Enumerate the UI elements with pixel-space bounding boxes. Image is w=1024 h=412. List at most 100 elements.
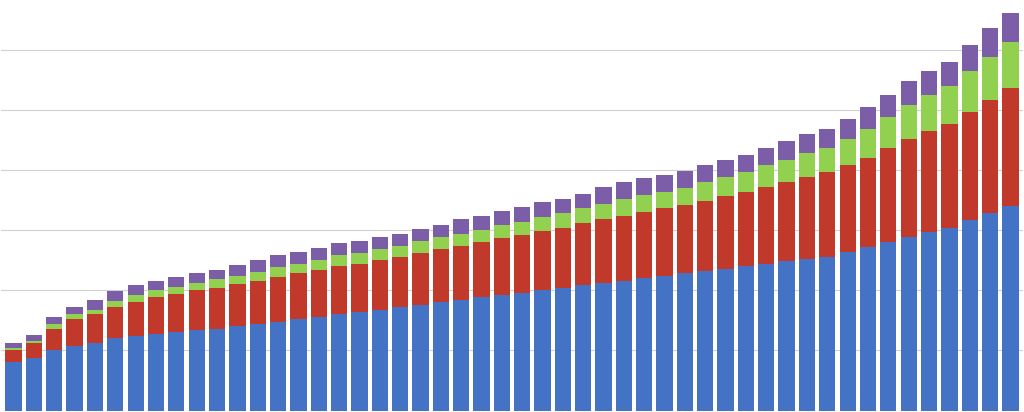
Bar: [1002, 206, 1019, 411]
Bar: [108, 301, 124, 307]
Bar: [46, 329, 62, 351]
Bar: [26, 358, 42, 411]
Bar: [656, 192, 673, 208]
Bar: [941, 124, 957, 228]
Bar: [413, 241, 429, 253]
Bar: [677, 274, 693, 411]
Bar: [147, 297, 164, 334]
Bar: [351, 241, 368, 253]
Bar: [656, 276, 673, 411]
Bar: [860, 107, 877, 129]
Bar: [87, 314, 103, 343]
Bar: [738, 155, 754, 172]
Bar: [677, 188, 693, 205]
Bar: [372, 309, 388, 411]
Bar: [67, 314, 83, 319]
Bar: [738, 192, 754, 266]
Bar: [595, 283, 611, 411]
Bar: [535, 290, 551, 411]
Bar: [555, 288, 571, 411]
Bar: [87, 309, 103, 314]
Bar: [188, 290, 205, 330]
Bar: [453, 234, 469, 246]
Bar: [575, 208, 591, 223]
Bar: [229, 326, 246, 411]
Bar: [433, 302, 449, 411]
Bar: [656, 208, 673, 276]
Bar: [413, 305, 429, 411]
Bar: [758, 264, 774, 411]
Bar: [819, 172, 836, 257]
Bar: [900, 237, 916, 411]
Bar: [168, 287, 184, 294]
Bar: [535, 202, 551, 217]
Bar: [514, 222, 530, 235]
Bar: [595, 204, 611, 219]
Bar: [636, 195, 652, 212]
Bar: [331, 243, 347, 255]
Bar: [26, 335, 42, 341]
Bar: [555, 228, 571, 288]
Bar: [819, 257, 836, 411]
Bar: [514, 235, 530, 293]
Bar: [433, 225, 449, 237]
Bar: [758, 148, 774, 165]
Bar: [656, 175, 673, 192]
Bar: [494, 239, 510, 295]
Bar: [575, 194, 591, 208]
Bar: [270, 255, 286, 267]
Bar: [982, 28, 998, 57]
Bar: [413, 229, 429, 241]
Bar: [290, 319, 306, 411]
Bar: [310, 317, 327, 411]
Bar: [535, 231, 551, 290]
Bar: [799, 134, 815, 153]
Bar: [921, 232, 937, 411]
Bar: [575, 223, 591, 286]
Bar: [147, 334, 164, 411]
Bar: [615, 182, 632, 199]
Bar: [982, 57, 998, 100]
Bar: [209, 329, 225, 411]
Bar: [840, 252, 856, 411]
Bar: [697, 201, 714, 271]
Bar: [697, 165, 714, 182]
Bar: [819, 129, 836, 148]
Bar: [921, 71, 937, 95]
Bar: [67, 346, 83, 411]
Bar: [147, 290, 164, 297]
Bar: [738, 266, 754, 411]
Bar: [290, 264, 306, 274]
Bar: [5, 351, 22, 363]
Bar: [595, 187, 611, 204]
Bar: [921, 131, 937, 232]
Bar: [270, 277, 286, 321]
Bar: [250, 260, 266, 272]
Bar: [229, 265, 246, 276]
Bar: [881, 242, 896, 411]
Bar: [67, 307, 83, 314]
Bar: [615, 215, 632, 281]
Bar: [718, 160, 734, 177]
Bar: [636, 178, 652, 195]
Bar: [921, 95, 937, 131]
Bar: [188, 283, 205, 290]
Bar: [270, 321, 286, 411]
Bar: [108, 291, 124, 301]
Bar: [453, 246, 469, 300]
Bar: [473, 230, 489, 242]
Bar: [188, 330, 205, 411]
Bar: [128, 295, 143, 302]
Bar: [718, 197, 734, 269]
Bar: [636, 278, 652, 411]
Bar: [881, 95, 896, 117]
Bar: [372, 237, 388, 249]
Bar: [778, 141, 795, 160]
Bar: [941, 228, 957, 411]
Bar: [290, 252, 306, 264]
Bar: [494, 211, 510, 225]
Bar: [250, 272, 266, 281]
Bar: [615, 199, 632, 215]
Bar: [962, 220, 978, 411]
Bar: [128, 286, 143, 295]
